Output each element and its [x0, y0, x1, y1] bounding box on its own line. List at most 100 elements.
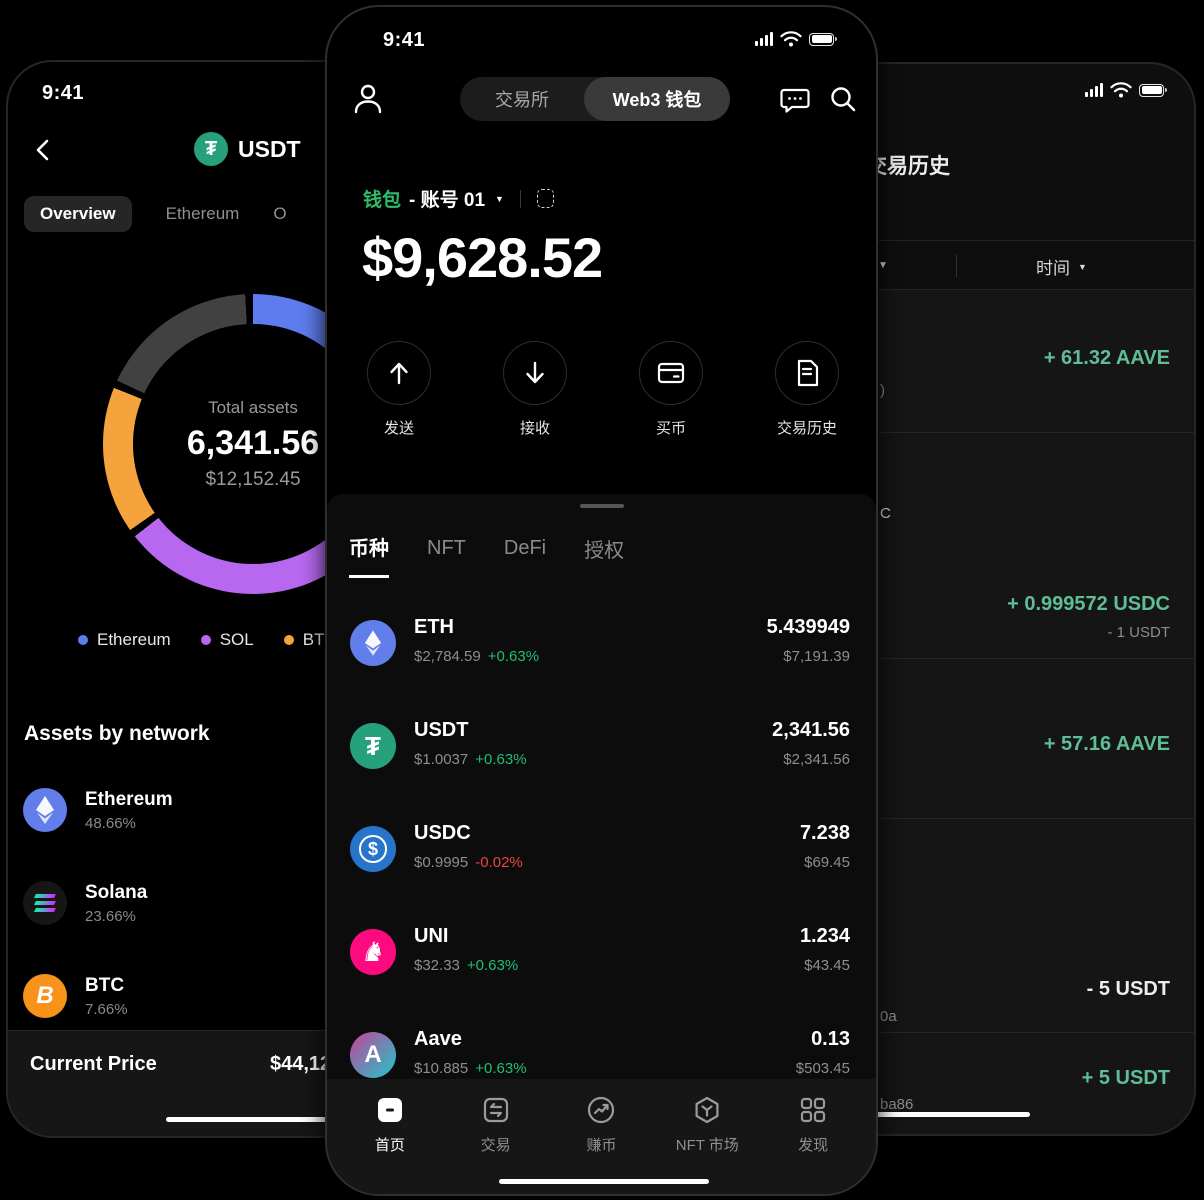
aave-icon: A: [350, 1032, 396, 1078]
home-indicator[interactable]: [166, 1117, 410, 1122]
token-name: UNI: [414, 925, 449, 947]
tab-nft[interactable]: NFT: [427, 536, 466, 559]
send-button[interactable]: 发送: [367, 341, 431, 438]
filter-left-caret[interactable]: ▼: [878, 260, 888, 271]
nav-home[interactable]: 首页: [347, 1095, 433, 1194]
home-indicator[interactable]: [499, 1179, 709, 1184]
total-balance: $9,628.52: [362, 226, 603, 289]
divider: [519, 189, 521, 208]
drag-handle[interactable]: [579, 504, 624, 508]
nav-earn[interactable]: 赚币: [558, 1095, 644, 1194]
nav-discover[interactable]: 发现: [770, 1095, 856, 1194]
tab-ethereum[interactable]: Ethereum: [165, 204, 240, 223]
token-amount: 2,341.56: [772, 719, 850, 741]
token-change: +0.63%: [466, 957, 519, 974]
chevron-down-icon: ▼: [495, 193, 504, 204]
discover-icon: [800, 1097, 826, 1123]
token-fiat: $2,341.56: [783, 751, 850, 768]
token-amount: 5.439949: [766, 616, 850, 638]
legend-item-ethereum: Ethereum: [78, 630, 171, 650]
tab-coins[interactable]: 币种: [349, 532, 389, 578]
signal-icon: [1085, 83, 1103, 97]
tab-exchange[interactable]: 交易所: [495, 90, 549, 110]
token-price: $0.9995: [414, 854, 469, 871]
time-filter-label: 时间: [1036, 259, 1070, 278]
tx-amount: + 5 USDT: [1081, 1067, 1170, 1089]
tab-other[interactable]: O: [273, 204, 287, 223]
token-row-aave[interactable]: A Aave $10.885 +0.63% 0.13 $503.45: [327, 1018, 876, 1110]
home-icon: [377, 1098, 402, 1122]
back-button[interactable]: [30, 136, 58, 164]
tx-amount: + 0.999572 USDC: [1007, 593, 1170, 615]
battery-icon: [1139, 83, 1167, 97]
current-price-label: Current Price: [30, 1053, 157, 1075]
network-row-btc[interactable]: B BTC 7.66%: [23, 964, 543, 1028]
chat-button[interactable]: [779, 83, 811, 115]
network-pct: 23.66%: [85, 907, 136, 925]
nav-label: 发现: [798, 1137, 829, 1154]
nft-icon: [695, 1096, 719, 1124]
token-title-label: USDT: [238, 135, 301, 162]
wallet-label: 钱包: [363, 190, 402, 211]
token-change: -0.02%: [475, 854, 523, 871]
search-icon: [831, 87, 856, 112]
home-indicator[interactable]: [790, 1112, 1030, 1117]
search-button[interactable]: [827, 83, 859, 115]
legend-label: Ethereum: [97, 630, 171, 649]
total-assets-label: Total assets: [208, 397, 298, 417]
token-amount: 0.13: [811, 1028, 850, 1050]
filter-row: ▼ 时间 ▼: [622, 240, 1194, 290]
network-pct: 48.66%: [85, 814, 136, 832]
legend-label: SOL: [219, 630, 254, 649]
person-icon: [354, 84, 382, 114]
send-label: 发送: [383, 420, 414, 437]
token-row-usdt[interactable]: ₮ USDT $1.0037 +0.63% 2,341.56 $2,341.56: [327, 709, 876, 801]
token-name: Aave: [414, 1028, 462, 1050]
tab-approvals[interactable]: 授权: [584, 539, 625, 562]
ethereum-icon: [23, 788, 67, 832]
tab-defi[interactable]: DeFi: [503, 536, 547, 559]
status-icons: [755, 31, 837, 47]
buy-crypto-button[interactable]: 买币: [639, 341, 703, 438]
token-change: +0.63%: [475, 751, 527, 768]
token-price: $1.0037: [414, 751, 469, 768]
network-row-solana[interactable]: Solana 23.66%: [23, 871, 543, 935]
current-price-value: $44,12: [270, 1053, 332, 1075]
divider: [622, 658, 1194, 659]
trade-icon: [483, 1097, 508, 1123]
token-row-uni[interactable]: ♞ UNI $32.33 +0.63% 1.234 $43.45: [327, 915, 876, 1007]
network-name: BTC: [85, 974, 125, 996]
tx-amount: - 5 USDT: [1086, 978, 1170, 1000]
wallet-account-selector[interactable]: 钱包 - 账号 01 ▼: [363, 185, 554, 212]
divider: [622, 818, 1194, 819]
assets-sheet: 币种 NFT DeFi 授权 ETH $2,784.59 +0.63% 5.439…: [327, 494, 876, 1079]
document-icon: [797, 359, 819, 387]
tx-amount: + 57.16 AAVE: [1043, 733, 1170, 755]
arrow-up-icon: [390, 362, 408, 385]
history-button[interactable]: 交易历史: [775, 341, 839, 438]
tx-amount: + 61.32 AAVE: [1043, 347, 1170, 369]
token-row-eth[interactable]: ETH $2,784.59 +0.63% 5.439949 $7,191.39: [327, 606, 876, 698]
token-fiat: $69.45: [804, 854, 850, 871]
profile-button[interactable]: [353, 83, 383, 115]
solana-icon: [23, 881, 67, 925]
legend-item-sol: SOL: [200, 630, 254, 650]
token-change: +0.63%: [487, 648, 540, 665]
earn-icon: [588, 1096, 615, 1124]
tab-overview[interactable]: Overview: [24, 196, 132, 232]
signal-icon: [755, 32, 773, 46]
receive-button[interactable]: 接收: [503, 341, 567, 438]
network-pct: 7.66%: [85, 1000, 128, 1018]
token-price: $2,784.59: [414, 648, 481, 665]
network-tabs: Overview Ethereum O: [24, 196, 287, 232]
chevron-down-icon: ▼: [1078, 261, 1087, 272]
switch-wallet-icon[interactable]: [536, 189, 554, 208]
token-row-usdc[interactable]: $ USDC $0.9995 -0.02% 7.238 $69.45: [327, 812, 876, 904]
network-name: Solana: [85, 881, 148, 903]
network-row-ethereum[interactable]: Ethereum 48.66%: [23, 778, 543, 842]
tab-web3-wallet[interactable]: Web3 钱包: [584, 77, 730, 121]
nav-nft-market[interactable]: NFT 市场: [664, 1095, 750, 1194]
time-filter[interactable]: 时间 ▼: [1036, 254, 1087, 279]
total-assets-value: 6,341.56: [186, 423, 320, 462]
nav-trade[interactable]: 交易: [453, 1095, 539, 1194]
